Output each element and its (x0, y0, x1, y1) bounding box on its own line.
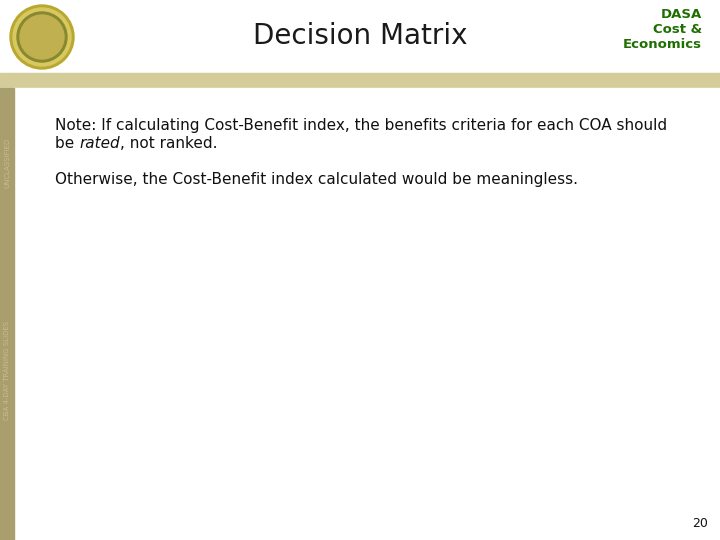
Text: Note: If calculating Cost-Benefit index, the benefits criteria for each COA shou: Note: If calculating Cost-Benefit index,… (55, 118, 667, 133)
Circle shape (20, 15, 64, 59)
Text: Decision Matrix: Decision Matrix (253, 23, 467, 51)
Bar (0, 88, 720, 540)
Text: be: be (55, 136, 79, 151)
Text: Otherwise, the Cost-Benefit index calculated would be meaningless.: Otherwise, the Cost-Benefit index calcul… (55, 172, 578, 187)
Text: , not ranked.: , not ranked. (120, 136, 217, 151)
Text: Economics: Economics (623, 38, 702, 51)
Bar (0, 73, 720, 88)
Circle shape (10, 5, 74, 69)
Text: DASA: DASA (661, 8, 702, 21)
Text: CBA 4-DAY TRAINING SLIDES: CBA 4-DAY TRAINING SLIDES (4, 321, 10, 420)
Circle shape (13, 8, 71, 66)
Circle shape (17, 12, 67, 62)
Bar (0, 88, 14, 540)
Bar (0, 0, 720, 73)
Text: Cost &: Cost & (653, 23, 702, 36)
Text: 20: 20 (692, 517, 708, 530)
Text: rated: rated (79, 136, 120, 151)
Text: UNCLASSIFIED: UNCLASSIFIED (4, 138, 10, 188)
